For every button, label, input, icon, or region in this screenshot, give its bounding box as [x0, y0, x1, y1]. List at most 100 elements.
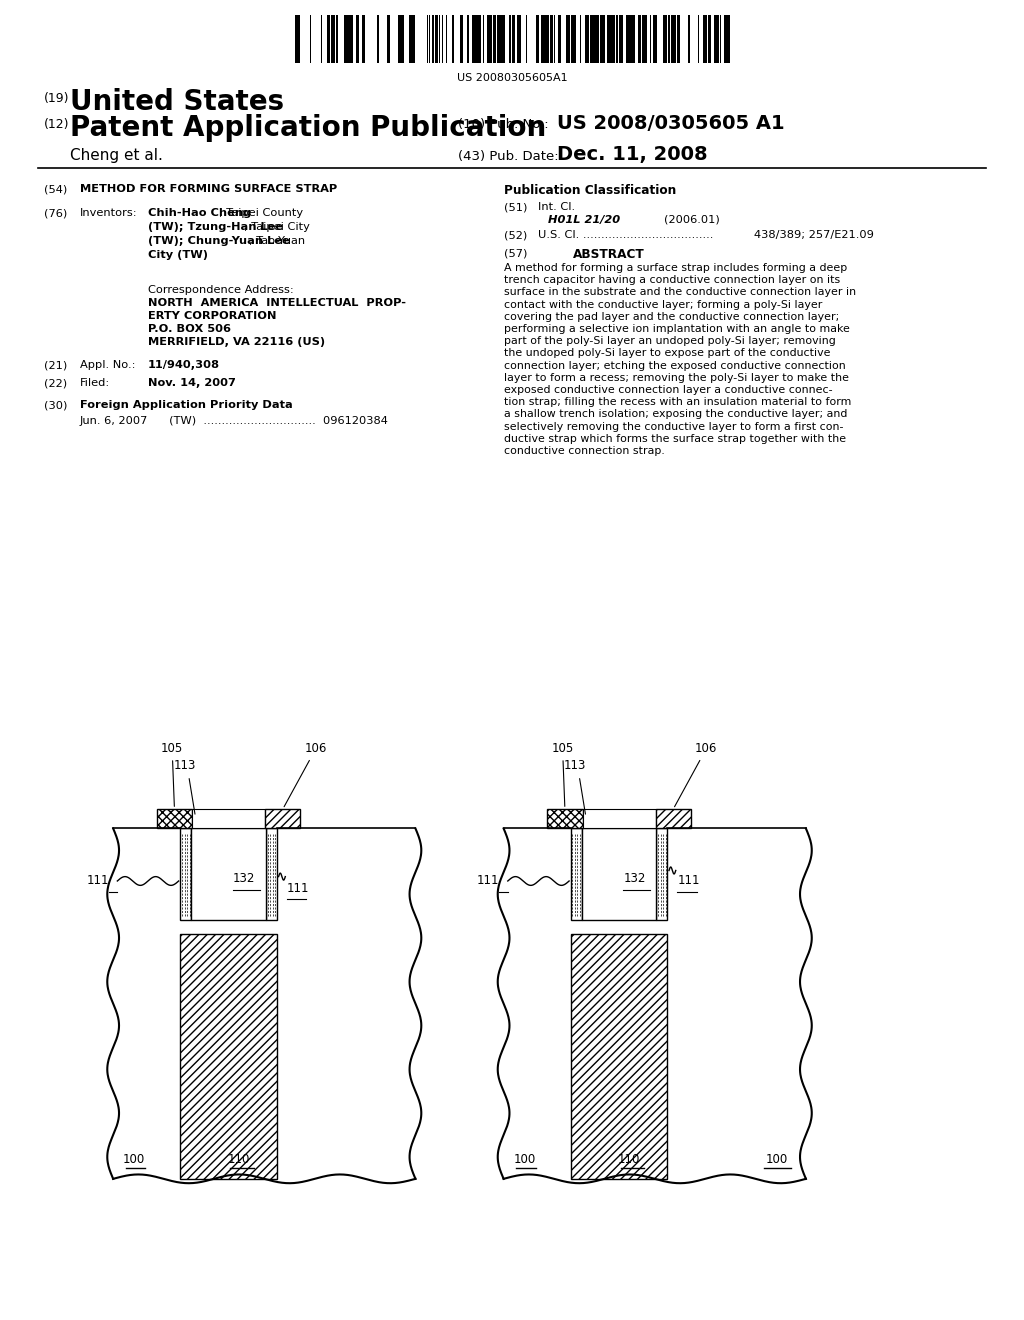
Bar	[570, 829, 582, 920]
Text: Appl. No.:: Appl. No.:	[80, 360, 135, 370]
Bar	[331, 15, 335, 63]
Bar	[398, 15, 401, 63]
Text: Publication Classification: Publication Classification	[504, 183, 676, 197]
Bar	[113, 829, 416, 1179]
Bar	[362, 15, 365, 63]
Bar	[356, 15, 358, 63]
Bar	[574, 15, 575, 63]
Text: (10) Pub. No.:: (10) Pub. No.:	[458, 117, 549, 131]
Bar	[628, 15, 630, 63]
Text: Chih-Hao Cheng: Chih-Hao Cheng	[148, 209, 251, 218]
Bar	[336, 15, 338, 63]
Bar	[550, 15, 553, 63]
Text: 11/940,308: 11/940,308	[148, 360, 220, 370]
Bar	[460, 15, 463, 63]
Bar	[558, 15, 561, 63]
Text: City (TW): City (TW)	[148, 249, 208, 260]
Bar	[504, 829, 806, 1179]
Bar	[500, 15, 502, 63]
Bar	[616, 15, 618, 63]
Text: 110: 110	[617, 1154, 640, 1166]
Bar	[327, 15, 330, 63]
Bar	[715, 15, 718, 63]
Bar	[642, 15, 646, 63]
Text: A method for forming a surface strap includes forming a deep: A method for forming a surface strap inc…	[504, 263, 847, 273]
Bar	[544, 15, 547, 63]
Bar	[668, 15, 670, 63]
Text: 111: 111	[86, 874, 109, 887]
Text: 132: 132	[232, 873, 255, 886]
Bar	[601, 15, 603, 63]
Text: (30): (30)	[44, 400, 68, 411]
Bar	[432, 15, 434, 63]
Text: 113: 113	[564, 759, 586, 772]
Bar	[590, 15, 594, 63]
Text: a shallow trench isolation; exposing the conductive layer; and: a shallow trench isolation; exposing the…	[504, 409, 848, 420]
Bar	[630, 15, 633, 63]
Text: METHOD FOR FORMING SURFACE STRAP: METHOD FOR FORMING SURFACE STRAP	[80, 183, 337, 194]
Bar	[513, 15, 515, 63]
Bar	[653, 15, 657, 63]
Bar	[688, 15, 690, 63]
Text: (57): (57)	[504, 248, 527, 257]
Text: , Tao-Yuan: , Tao-Yuan	[249, 236, 305, 246]
Bar	[595, 15, 599, 63]
Bar	[477, 15, 481, 63]
Text: layer to form a recess; removing the poly-Si layer to make the: layer to form a recess; removing the pol…	[504, 372, 849, 383]
Bar	[295, 15, 299, 63]
Bar	[571, 15, 573, 63]
Text: 132: 132	[624, 873, 646, 886]
Bar	[671, 15, 675, 63]
Text: contact with the conductive layer; forming a poly-Si layer: contact with the conductive layer; formi…	[504, 300, 822, 310]
Bar	[547, 809, 583, 829]
Bar	[633, 15, 635, 63]
Text: 105: 105	[161, 742, 183, 807]
Bar	[493, 15, 496, 63]
Text: Patent Application Publication: Patent Application Publication	[70, 114, 546, 143]
Text: , Taipei City: , Taipei City	[244, 222, 310, 232]
Bar	[608, 15, 612, 63]
Text: (12): (12)	[44, 117, 70, 131]
Bar	[435, 15, 438, 63]
Bar	[498, 15, 500, 63]
Text: MERRIFIELD, VA 22116 (US): MERRIFIELD, VA 22116 (US)	[148, 337, 326, 347]
Bar	[726, 15, 728, 63]
Text: trench capacitor having a conductive connection layer on its: trench capacitor having a conductive con…	[504, 275, 841, 285]
Bar	[626, 15, 628, 63]
Text: Correspondence Address:: Correspondence Address:	[148, 285, 294, 294]
Text: Nov. 14, 2007: Nov. 14, 2007	[148, 378, 236, 388]
Text: 105: 105	[552, 742, 573, 807]
Text: 110: 110	[227, 1154, 250, 1166]
Bar	[541, 15, 544, 63]
Text: performing a selective ion implantation with an angle to make: performing a selective ion implantation …	[504, 323, 850, 334]
Text: connection layer; etching the exposed conductive connection: connection layer; etching the exposed co…	[504, 360, 846, 371]
Text: (43) Pub. Date:: (43) Pub. Date:	[458, 150, 559, 162]
Bar	[402, 15, 404, 63]
Bar	[585, 15, 589, 63]
Bar	[191, 829, 266, 920]
Text: ERTY CORPORATION: ERTY CORPORATION	[148, 312, 276, 321]
Text: (76): (76)	[44, 209, 68, 218]
Bar	[583, 809, 655, 829]
Bar	[266, 829, 276, 920]
Bar	[411, 15, 415, 63]
Text: (52): (52)	[504, 230, 527, 240]
Bar	[566, 15, 569, 63]
Text: H01L 21/20: H01L 21/20	[548, 215, 621, 224]
Text: US 20080305605A1: US 20080305605A1	[457, 73, 567, 83]
Bar	[377, 15, 379, 63]
Bar	[724, 15, 726, 63]
Bar	[708, 15, 711, 63]
Text: P.O. BOX 506: P.O. BOX 506	[148, 323, 231, 334]
Text: 100: 100	[765, 1154, 787, 1166]
Text: (2006.01): (2006.01)	[664, 215, 720, 224]
Bar	[488, 15, 490, 63]
Text: United States: United States	[70, 88, 284, 116]
Text: U.S. Cl. ....................................: U.S. Cl. ...............................…	[538, 230, 714, 240]
Bar	[728, 15, 730, 63]
Bar	[344, 15, 347, 63]
Text: (51): (51)	[504, 202, 527, 213]
Text: NORTH  AMERICA  INTELLECTUAL  PROP-: NORTH AMERICA INTELLECTUAL PROP-	[148, 298, 406, 308]
Text: Cheng et al.: Cheng et al.	[70, 148, 163, 162]
Text: US 2008/0305605 A1: US 2008/0305605 A1	[557, 114, 784, 133]
